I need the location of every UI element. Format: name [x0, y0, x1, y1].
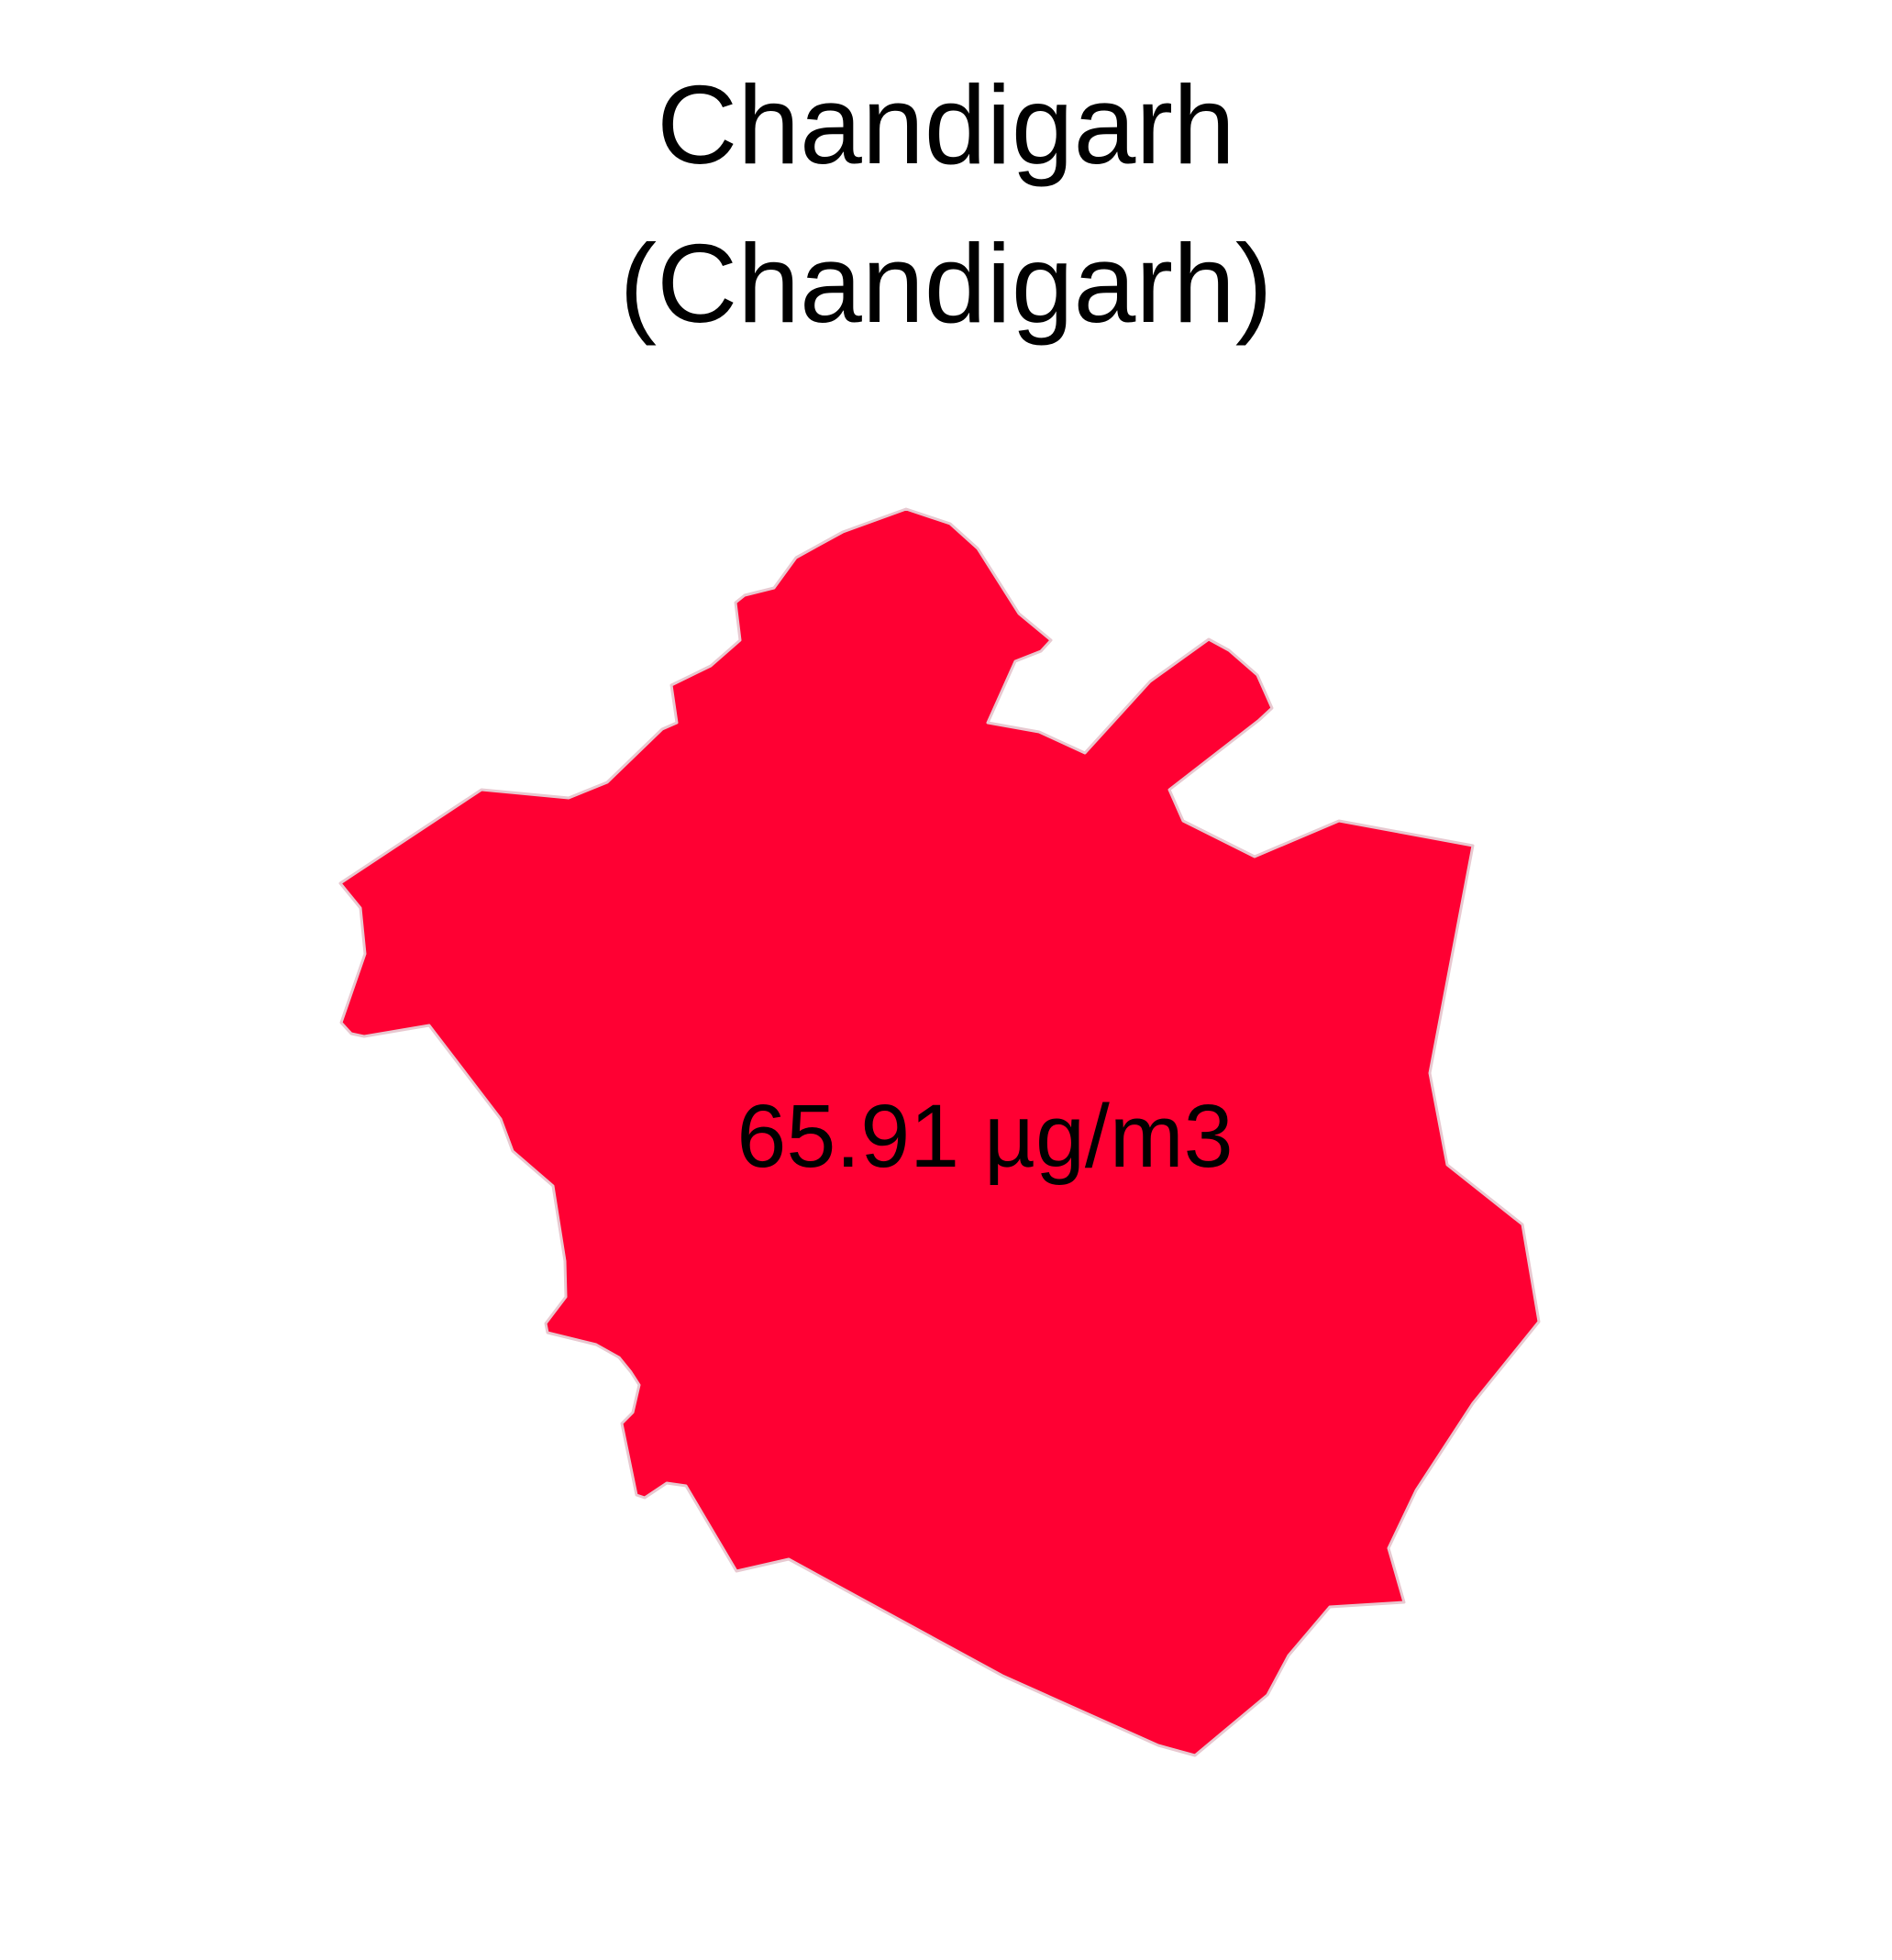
value-label: 65.91 µg/m3: [736, 1086, 1234, 1186]
map-subtitle: (Chandigarh): [619, 221, 1273, 346]
region-chandigarh: [338, 507, 1541, 1757]
map-title: Chandigarh: [657, 62, 1235, 187]
